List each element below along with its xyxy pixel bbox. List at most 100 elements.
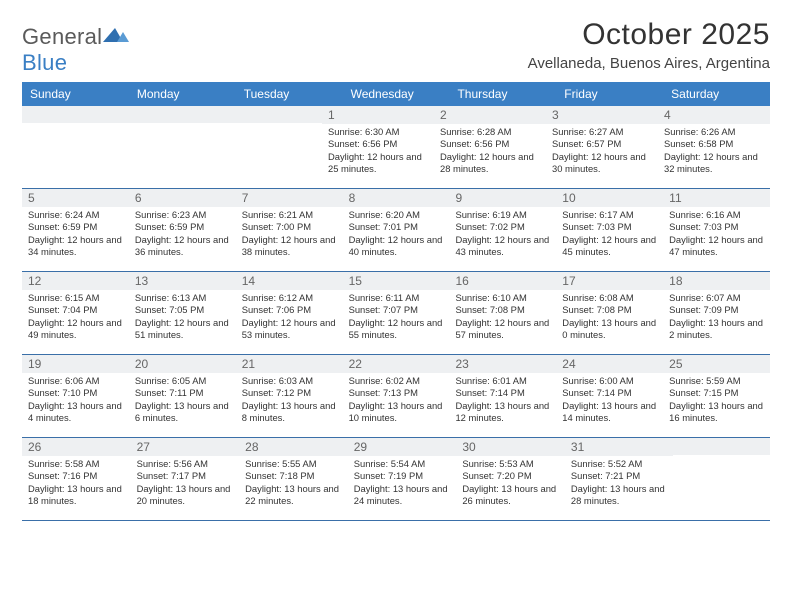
day-cell: 22 Sunrise: 6:02 AMSunset: 7:13 PMDayligh… <box>343 355 450 437</box>
week-row: 1Sunrise: 6:30 AMSunset: 6:56 PMDaylight… <box>22 106 770 189</box>
day-detail: Sunrise: 6:05 AMSunset: 7:11 PMDaylight:… <box>135 375 230 425</box>
day-cell: 27 Sunrise: 5:56 AMSunset: 7:17 PMDayligh… <box>131 438 240 520</box>
day-detail: Sunrise: 6:01 AMSunset: 7:14 PMDaylight:… <box>455 375 550 425</box>
day-cell: 3Sunrise: 6:27 AMSunset: 6:57 PMDaylight… <box>546 106 658 188</box>
day-number: 21 <box>236 355 343 373</box>
day-number: 9 <box>449 189 556 207</box>
day-detail: Sunrise: 6:24 AMSunset: 6:59 PMDaylight:… <box>28 209 123 259</box>
day-number: 31 <box>565 438 674 456</box>
day-cell: 28Sunrise: 5:55 AMSunset: 7:18 PMDayligh… <box>239 438 348 520</box>
day-cell: 18Sunrise: 6:07 AMSunset: 7:09 PMDayligh… <box>663 272 770 354</box>
day-number: 2 <box>434 106 546 124</box>
day-number: 28 <box>239 438 348 456</box>
day-detail: Sunrise: 5:59 AMSunset: 7:15 PMDaylight:… <box>669 375 764 425</box>
day-number: 22 <box>343 355 450 373</box>
day-detail: Sunrise: 6:19 AMSunset: 7:02 PMDaylight:… <box>455 209 550 259</box>
day-detail: Sunrise: 6:08 AMSunset: 7:08 PMDaylight:… <box>562 292 657 342</box>
day-number: 11 <box>663 189 770 207</box>
day-number: 10 <box>556 189 663 207</box>
day-number: 25 <box>663 355 770 373</box>
day-number: 23 <box>449 355 556 373</box>
day-detail: Sunrise: 6:28 AMSunset: 6:56 PMDaylight:… <box>440 126 540 176</box>
day-detail: Sunrise: 6:15 AMSunset: 7:04 PMDaylight:… <box>28 292 123 342</box>
week-row: 19 Sunrise: 6:06 AMSunset: 7:10 PMDayligh… <box>22 355 770 438</box>
day-detail: Sunrise: 6:02 AMSunset: 7:13 PMDaylight:… <box>349 375 444 425</box>
day-cell: 10 Sunrise: 6:17 AMSunset: 7:03 PMDayligh… <box>556 189 663 271</box>
day-cell: 11Sunrise: 6:16 AMSunset: 7:03 PMDayligh… <box>663 189 770 271</box>
day-detail: Sunrise: 6:00 AMSunset: 7:14 PMDaylight:… <box>562 375 657 425</box>
day-detail: Sunrise: 6:26 AMSunset: 6:58 PMDaylight:… <box>664 126 764 176</box>
day-number: 20 <box>129 355 236 373</box>
day-header: Thursday <box>449 82 556 106</box>
brand-name-b: Blue <box>22 50 67 75</box>
month-title: October 2025 <box>528 18 770 52</box>
day-cell: 25 Sunrise: 5:59 AMSunset: 7:15 PMDayligh… <box>663 355 770 437</box>
day-header: Wednesday <box>343 82 450 106</box>
day-cell: 14Sunrise: 6:12 AMSunset: 7:06 PMDayligh… <box>236 272 343 354</box>
day-number: 24 <box>556 355 663 373</box>
week-row: 26 Sunrise: 5:58 AMSunset: 7:16 PMDayligh… <box>22 438 770 521</box>
day-cell: 7 Sunrise: 6:21 AMSunset: 7:00 PMDaylight… <box>236 189 343 271</box>
brand-triangle-icon <box>103 24 129 44</box>
day-cell: 12Sunrise: 6:15 AMSunset: 7:04 PMDayligh… <box>22 272 129 354</box>
day-number: 5 <box>22 189 129 207</box>
day-number: 29 <box>348 438 457 456</box>
week-row: 12Sunrise: 6:15 AMSunset: 7:04 PMDayligh… <box>22 272 770 355</box>
day-number: 27 <box>131 438 240 456</box>
brand-logo: GeneralBlue <box>22 24 129 76</box>
day-cell: 20 Sunrise: 6:05 AMSunset: 7:11 PMDayligh… <box>129 355 236 437</box>
title-block: October 2025 Avellaneda, Buenos Aires, A… <box>528 18 770 80</box>
day-number: 26 <box>22 438 131 456</box>
day-number: 30 <box>456 438 565 456</box>
day-cell: 15Sunrise: 6:11 AMSunset: 7:07 PMDayligh… <box>343 272 450 354</box>
day-cell: 21Sunrise: 6:03 AMSunset: 7:12 PMDayligh… <box>236 355 343 437</box>
day-header: Tuesday <box>236 82 343 106</box>
day-number: 7 <box>236 189 343 207</box>
brand-name-a: General <box>22 24 102 49</box>
day-header: Monday <box>129 82 236 106</box>
day-cell: 5 Sunrise: 6:24 AMSunset: 6:59 PMDaylight… <box>22 189 129 271</box>
day-cell: 1Sunrise: 6:30 AMSunset: 6:56 PMDaylight… <box>322 106 434 188</box>
day-cell: 19 Sunrise: 6:06 AMSunset: 7:10 PMDayligh… <box>22 355 129 437</box>
day-detail: Sunrise: 6:23 AMSunset: 6:59 PMDaylight:… <box>135 209 230 259</box>
day-cell: 26 Sunrise: 5:58 AMSunset: 7:16 PMDayligh… <box>22 438 131 520</box>
day-detail: Sunrise: 6:07 AMSunset: 7:09 PMDaylight:… <box>669 292 764 342</box>
day-cell: 6 Sunrise: 6:23 AMSunset: 6:59 PMDaylight… <box>129 189 236 271</box>
day-cell: 2 Sunrise: 6:28 AMSunset: 6:56 PMDaylight… <box>434 106 546 188</box>
day-cell: 8Sunrise: 6:20 AMSunset: 7:01 PMDaylight… <box>343 189 450 271</box>
day-detail: Sunrise: 5:54 AMSunset: 7:19 PMDaylight:… <box>354 458 451 508</box>
day-detail: Sunrise: 6:27 AMSunset: 6:57 PMDaylight:… <box>552 126 652 176</box>
day-cell: 24 Sunrise: 6:00 AMSunset: 7:14 PMDayligh… <box>556 355 663 437</box>
day-number: 13 <box>129 272 236 290</box>
day-cell: 29 Sunrise: 5:54 AMSunset: 7:19 PMDayligh… <box>348 438 457 520</box>
calendar-body: 1Sunrise: 6:30 AMSunset: 6:56 PMDaylight… <box>22 106 770 521</box>
day-header: Friday <box>556 82 663 106</box>
day-detail: Sunrise: 5:56 AMSunset: 7:17 PMDaylight:… <box>137 458 234 508</box>
day-cell: 4 Sunrise: 6:26 AMSunset: 6:58 PMDaylight… <box>658 106 770 188</box>
day-cell: 23 Sunrise: 6:01 AMSunset: 7:14 PMDayligh… <box>449 355 556 437</box>
day-number: 19 <box>22 355 129 373</box>
day-cell: 13 Sunrise: 6:13 AMSunset: 7:05 PMDayligh… <box>129 272 236 354</box>
day-detail: Sunrise: 5:58 AMSunset: 7:16 PMDaylight:… <box>28 458 125 508</box>
day-headers: SundayMondayTuesdayWednesdayThursdayFrid… <box>22 82 770 106</box>
day-detail: Sunrise: 6:10 AMSunset: 7:08 PMDaylight:… <box>455 292 550 342</box>
day-cell: 16Sunrise: 6:10 AMSunset: 7:08 PMDayligh… <box>449 272 556 354</box>
day-header: Saturday <box>663 82 770 106</box>
day-number: 6 <box>129 189 236 207</box>
day-cell: 17Sunrise: 6:08 AMSunset: 7:08 PMDayligh… <box>556 272 663 354</box>
day-detail: Sunrise: 5:52 AMSunset: 7:21 PMDaylight:… <box>571 458 668 508</box>
day-detail: Sunrise: 6:30 AMSunset: 6:56 PMDaylight:… <box>328 126 428 176</box>
day-detail: Sunrise: 6:21 AMSunset: 7:00 PMDaylight:… <box>242 209 337 259</box>
day-detail: Sunrise: 6:13 AMSunset: 7:05 PMDaylight:… <box>135 292 230 342</box>
day-cell: 9 Sunrise: 6:19 AMSunset: 7:02 PMDaylight… <box>449 189 556 271</box>
day-detail: Sunrise: 6:11 AMSunset: 7:07 PMDaylight:… <box>349 292 444 342</box>
location: Avellaneda, Buenos Aires, Argentina <box>528 55 770 72</box>
empty-cell <box>122 106 222 188</box>
day-detail: Sunrise: 6:06 AMSunset: 7:10 PMDaylight:… <box>28 375 123 425</box>
day-detail: Sunrise: 6:17 AMSunset: 7:03 PMDaylight:… <box>562 209 657 259</box>
empty-cell <box>673 438 770 520</box>
day-number: 14 <box>236 272 343 290</box>
day-detail: Sunrise: 5:53 AMSunset: 7:20 PMDaylight:… <box>462 458 559 508</box>
day-number: 4 <box>658 106 770 124</box>
calendar: SundayMondayTuesdayWednesdayThursdayFrid… <box>22 82 770 521</box>
